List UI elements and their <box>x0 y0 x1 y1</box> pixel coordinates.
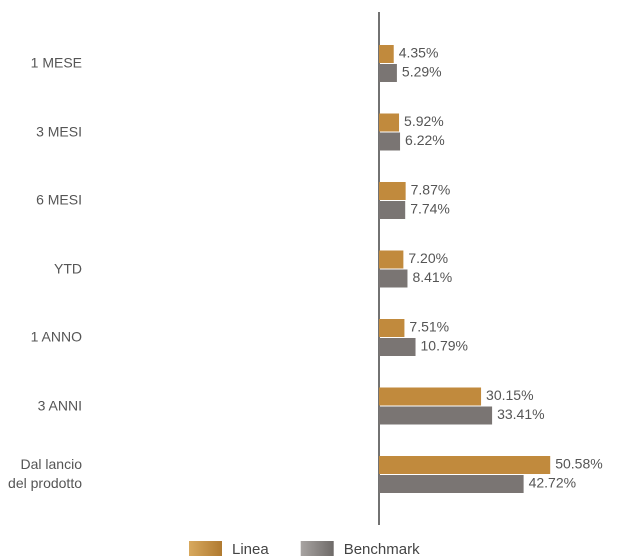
value-label: 7.20% <box>408 250 448 266</box>
value-label: 7.51% <box>409 319 449 335</box>
bar <box>379 475 524 493</box>
category-label: YTD <box>54 260 82 276</box>
category-label: 6 MESI <box>36 191 82 208</box>
bar <box>379 45 394 63</box>
category-label: 3 MESI <box>36 123 82 139</box>
bar <box>379 269 408 288</box>
bar <box>379 406 493 425</box>
category-label: 3 ANNI <box>37 397 82 413</box>
category-label: 1 ANNO <box>30 328 82 345</box>
legend-swatch <box>189 541 222 556</box>
value-label: 42.72% <box>529 475 576 491</box>
value-label: 7.74% <box>410 201 450 217</box>
value-label: 7.87% <box>411 182 451 198</box>
bar <box>379 113 400 132</box>
bar <box>379 319 405 337</box>
value-label: 6.22% <box>405 132 445 148</box>
value-label: 30.15% <box>486 387 533 403</box>
value-label: 33.41% <box>497 406 544 422</box>
legend-label: Linea <box>232 541 269 558</box>
value-label: 50.58% <box>555 456 602 472</box>
bar <box>379 132 401 151</box>
bar <box>379 338 416 356</box>
value-label: 5.29% <box>402 64 442 80</box>
value-label: 10.79% <box>421 338 468 354</box>
bar <box>379 387 482 406</box>
category-label: 1 MESE <box>30 54 82 71</box>
bar <box>379 250 404 269</box>
legend-swatch <box>300 541 334 556</box>
bar <box>379 456 551 474</box>
bar <box>379 64 397 82</box>
category-label: Dal lancio del prodotto <box>8 456 82 491</box>
value-label: 4.35% <box>399 45 439 61</box>
legend-label: Benchmark <box>344 541 420 558</box>
value-label: 5.92% <box>404 113 444 129</box>
bar <box>379 182 406 200</box>
bar <box>379 201 406 219</box>
value-label: 8.41% <box>412 269 452 285</box>
